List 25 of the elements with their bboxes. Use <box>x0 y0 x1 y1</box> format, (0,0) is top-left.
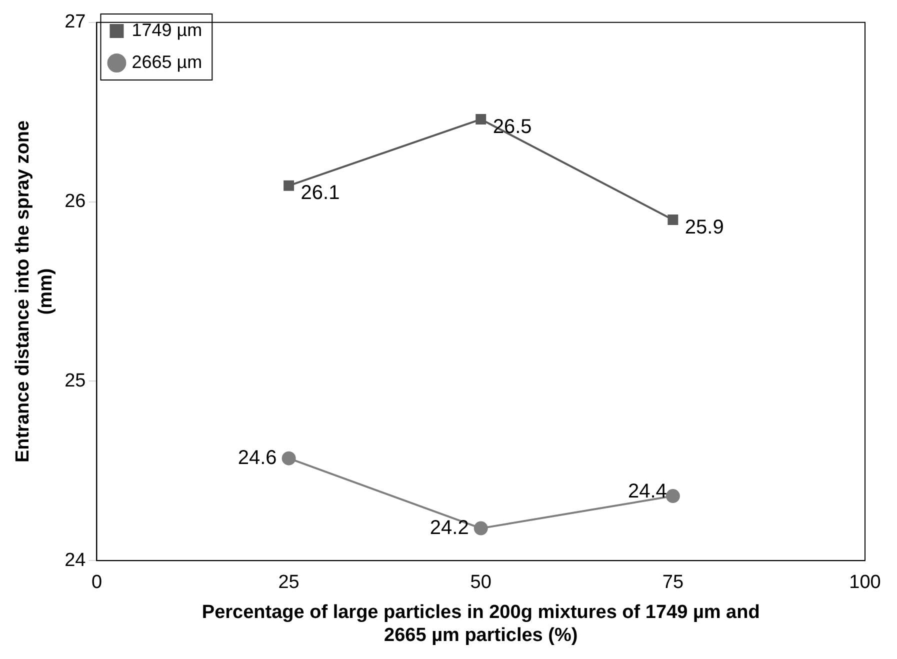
data-label: 24.4 <box>628 480 667 503</box>
y-tick-label: 24 <box>64 550 86 571</box>
legend-label: 2665 µm <box>132 52 202 72</box>
y-tick-label: 26 <box>64 191 86 212</box>
y-axis-title: Entrance distance into the spray zone (mm) <box>12 120 56 463</box>
data-label: 24.6 <box>238 446 277 469</box>
point <box>284 180 294 191</box>
x-tick-label: 0 <box>91 572 102 594</box>
x-tick-label: 75 <box>662 572 684 594</box>
data-label: 26.1 <box>300 182 340 204</box>
data-label: 26.5 <box>492 116 532 138</box>
point <box>666 489 680 504</box>
data-label: 24.2 <box>430 516 469 539</box>
x-tick-label: 50 <box>470 572 492 594</box>
y-tick-label: 27 <box>64 12 86 33</box>
x-tick-label: 25 <box>278 572 300 594</box>
point <box>282 451 296 466</box>
point <box>474 521 488 536</box>
x-axis-title: Percentage of large particles in 200g mixtures of 1749 µm and 2665 µm particles (%) <box>202 602 760 646</box>
point <box>668 214 678 225</box>
y-tick-label: 25 <box>64 370 86 392</box>
legend-label: 1749 µm <box>132 20 202 40</box>
data-label: 25.9 <box>684 216 724 238</box>
point <box>476 114 486 125</box>
x-tick-label: 100 <box>849 572 881 594</box>
